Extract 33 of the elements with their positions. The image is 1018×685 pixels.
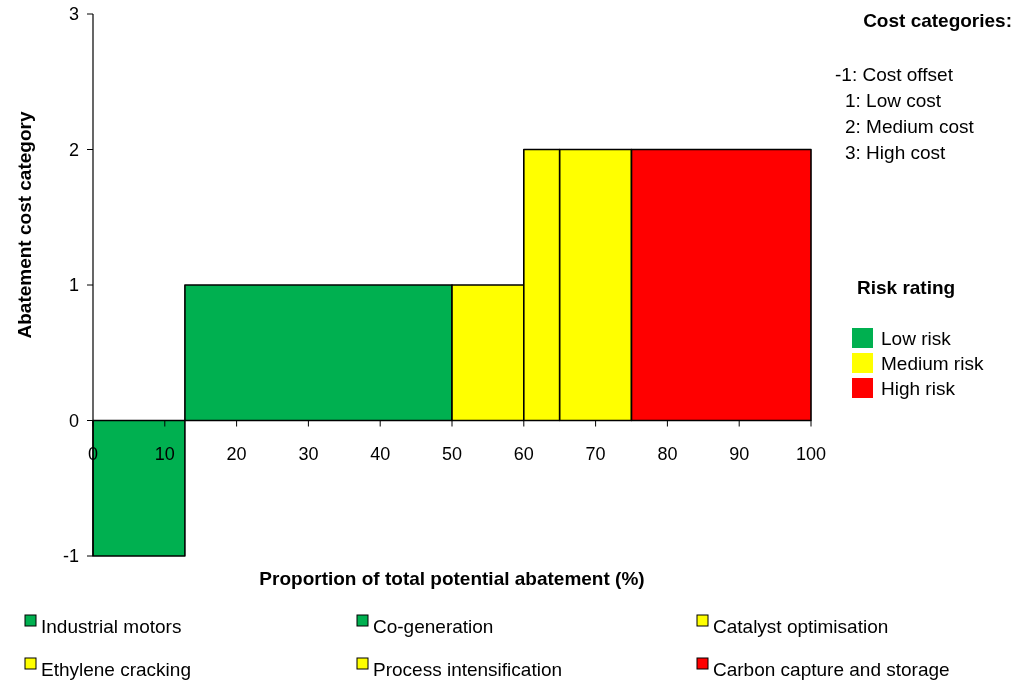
y-tick-label: 0	[68, 410, 79, 431]
x-axis-title: Proportion of total potential abatement (%)	[259, 568, 645, 589]
y-tick-label: 2	[68, 139, 79, 160]
x-tick-label: 20	[226, 443, 247, 464]
text: 1: Low cost	[845, 90, 942, 111]
text: Risk rating	[857, 277, 956, 298]
x-tick-label: 0	[87, 443, 99, 464]
text: -1: Cost offset	[835, 64, 954, 85]
x-tick-label: 30	[298, 443, 319, 464]
legend-label: Catalyst optimisation	[713, 615, 889, 637]
legend-label: Ethylene cracking	[41, 658, 191, 680]
x-tick-label: 80	[657, 443, 678, 464]
legend-label: Process intensification	[373, 658, 563, 680]
y-tick-label: 1	[68, 275, 79, 296]
text: Medium risk	[881, 353, 984, 374]
x-tick-label: 90	[729, 443, 750, 464]
x-tick-label: 70	[585, 443, 606, 464]
x-tick-label: 100	[795, 443, 827, 464]
text: 2: Medium cost	[845, 116, 975, 137]
y-tick-label: -1	[62, 546, 79, 567]
legend-label: Industrial motors	[41, 615, 182, 637]
x-tick-label: 40	[370, 443, 391, 464]
text: Cost categories:	[863, 10, 1012, 31]
text: High risk	[881, 378, 956, 399]
y-axis-title: Abatement cost category	[14, 111, 35, 339]
x-tick-label: 10	[154, 443, 175, 464]
text: Low risk	[881, 328, 952, 349]
x-tick-label: 60	[513, 443, 534, 464]
y-tick-label: 3	[68, 4, 79, 25]
legend-label: Co-generation	[373, 615, 494, 637]
legend-label: Carbon capture and storage	[713, 658, 950, 680]
text: 3: High cost	[845, 142, 947, 163]
x-tick-label: 50	[441, 443, 463, 464]
